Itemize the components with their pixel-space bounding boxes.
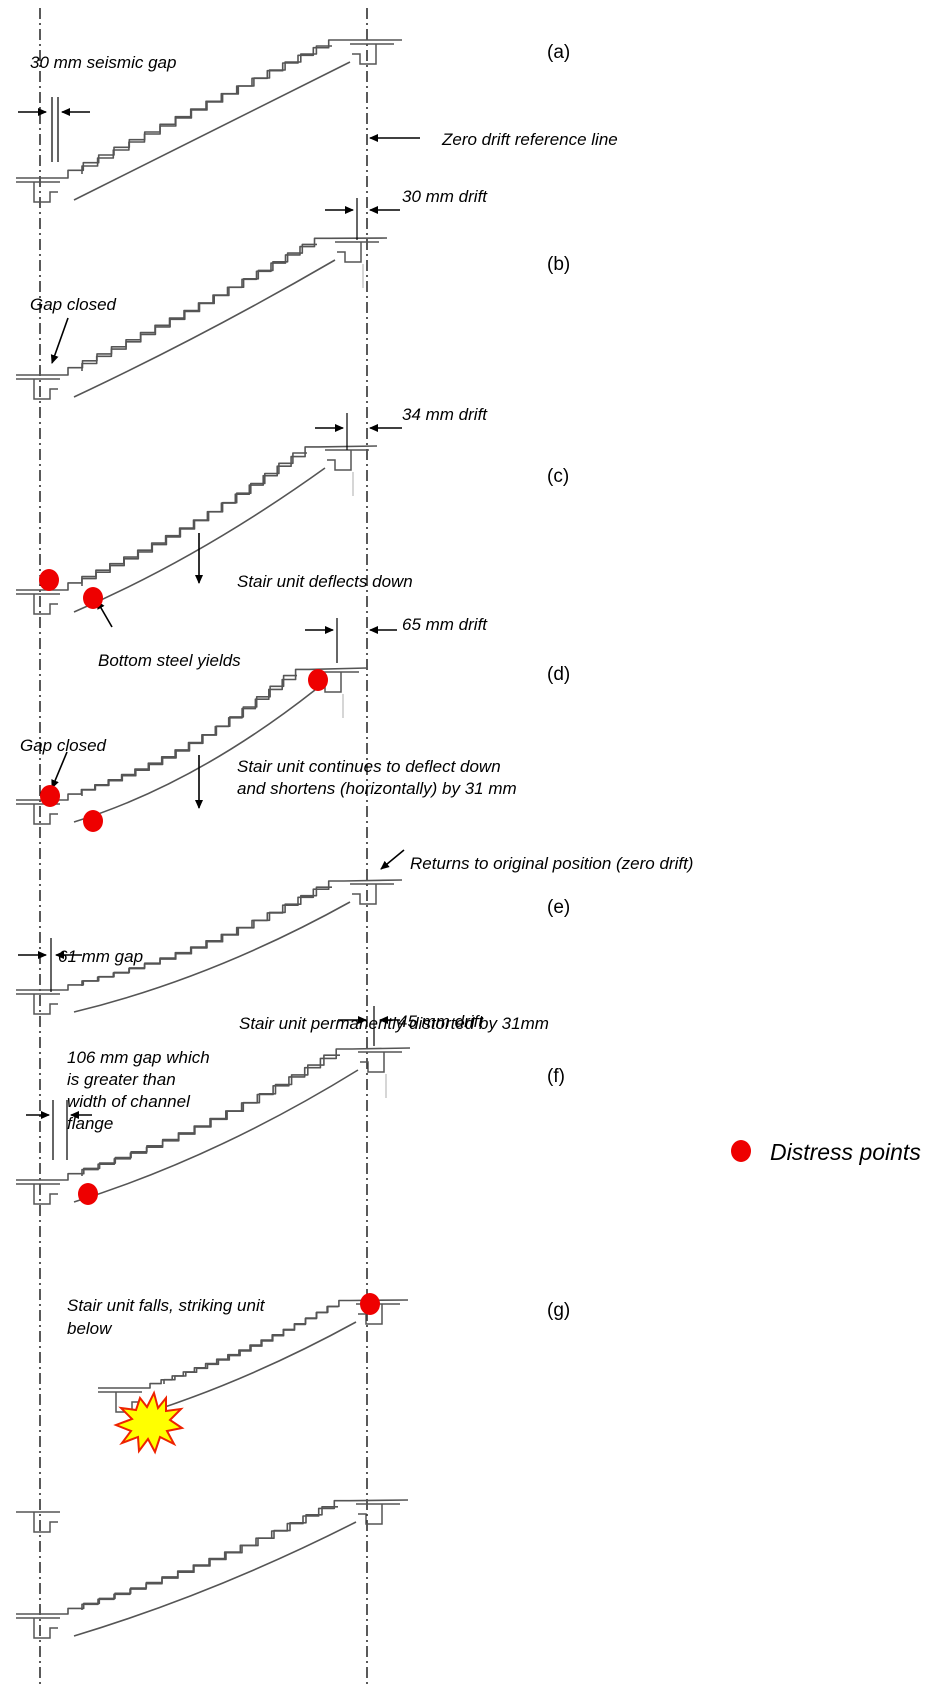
stair-unit-outline bbox=[16, 39, 402, 179]
stair-unit-steps bbox=[81, 886, 332, 986]
stair-unit-steps bbox=[81, 674, 297, 796]
annotation: 61 mm gap bbox=[58, 947, 143, 966]
legend-label: Distress points bbox=[770, 1139, 921, 1165]
stair-unit-soffit bbox=[73, 1069, 359, 1203]
annotation: 106 mm gap which bbox=[67, 1048, 210, 1067]
distress-points bbox=[39, 569, 380, 1315]
annotation: 34 mm drift bbox=[402, 405, 488, 424]
support-landing bbox=[350, 883, 394, 905]
support-landing bbox=[335, 241, 379, 263]
annotation: Gap closed bbox=[30, 295, 117, 314]
annotation: 65 mm drift bbox=[402, 615, 488, 634]
annotation: Returns to original position (zero drift… bbox=[410, 854, 693, 873]
annotation: Stair unit continues to deflect down bbox=[237, 757, 501, 776]
distress-point bbox=[40, 785, 60, 807]
panel-label: (e) bbox=[547, 897, 570, 918]
annotation: is greater than bbox=[67, 1070, 176, 1089]
panel-label: (b) bbox=[547, 254, 570, 275]
distress-point bbox=[83, 587, 103, 609]
dimension-arrows bbox=[18, 97, 420, 1160]
stair-unit-soffit bbox=[73, 689, 316, 823]
annotation: Gap closed bbox=[20, 736, 107, 755]
annotation: flange bbox=[67, 1114, 113, 1133]
support-landing bbox=[356, 1503, 400, 1525]
stair-unit-soffit bbox=[155, 1321, 357, 1411]
stair-unit-steps bbox=[163, 1305, 338, 1384]
annotation: Stair unit permanently distorted by 31mm bbox=[239, 1014, 549, 1033]
stair-unit-soffit bbox=[73, 901, 351, 1013]
support-landing bbox=[16, 993, 60, 1015]
distress-point bbox=[78, 1183, 98, 1205]
annotation: 30 mm seismic gap bbox=[30, 53, 176, 72]
impact-burst bbox=[113, 1390, 185, 1455]
annotation: 30 mm drift bbox=[402, 187, 488, 206]
legend: Distress points bbox=[731, 1139, 921, 1165]
annotation: Bottom steel yields bbox=[98, 651, 241, 670]
distress-point bbox=[308, 669, 328, 691]
panel-label: (c) bbox=[547, 466, 569, 487]
stair-unit-steps bbox=[81, 243, 317, 371]
stair-units bbox=[16, 39, 411, 1639]
stair-unit-outline bbox=[16, 879, 403, 991]
stair-unit-soffit bbox=[73, 61, 351, 201]
stair-unit-outline bbox=[16, 237, 388, 376]
panel-label: (d) bbox=[547, 664, 570, 685]
annotation: Zero drift reference line bbox=[441, 130, 618, 149]
stair-unit-outline bbox=[16, 1499, 409, 1615]
stair-unit-soffit bbox=[73, 259, 336, 398]
support-landing bbox=[350, 43, 394, 65]
stair-unit-outline bbox=[16, 1047, 411, 1181]
distress-point bbox=[83, 810, 103, 832]
stair-unit-steps bbox=[81, 452, 307, 586]
stair-unit-steps bbox=[81, 1506, 338, 1610]
annotation: width of channel bbox=[67, 1092, 191, 1111]
annotation: and shortens (horizontally) by 31 mm bbox=[237, 779, 517, 798]
stair-unit-outline bbox=[16, 445, 378, 591]
support-landing bbox=[358, 1051, 402, 1073]
panel-label: (f) bbox=[547, 1066, 565, 1087]
distress-point bbox=[360, 1293, 380, 1315]
annotation: below bbox=[67, 1319, 113, 1338]
support-landing bbox=[16, 378, 60, 400]
annotation: Stair unit falls, striking unit bbox=[67, 1296, 266, 1315]
support-landing bbox=[16, 1183, 60, 1205]
legend-marker bbox=[731, 1140, 751, 1162]
panel-label: (a) bbox=[547, 42, 570, 63]
panel-label: (g) bbox=[547, 1300, 570, 1321]
distress-point bbox=[39, 569, 59, 591]
stair-unit-steps bbox=[81, 45, 332, 174]
support-landing bbox=[16, 1511, 60, 1533]
support-landing bbox=[16, 181, 60, 203]
support-landing bbox=[16, 593, 60, 615]
annotation: Stair unit deflects down bbox=[237, 572, 413, 591]
stair-unit-soffit bbox=[73, 1521, 357, 1637]
support-landing bbox=[16, 1617, 60, 1639]
annotation: 45 mm drift bbox=[398, 1012, 484, 1031]
support-landing bbox=[16, 803, 60, 825]
stair-unit-steps bbox=[81, 1054, 340, 1176]
support-landing bbox=[325, 449, 369, 471]
